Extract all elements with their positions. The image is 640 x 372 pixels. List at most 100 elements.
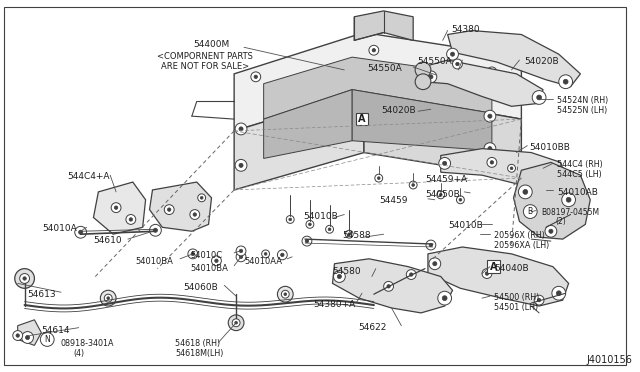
Circle shape	[439, 193, 442, 196]
Text: 54459: 54459	[380, 196, 408, 205]
Circle shape	[425, 71, 436, 83]
Circle shape	[559, 75, 573, 89]
Circle shape	[15, 269, 35, 288]
Text: 54020B: 54020B	[381, 106, 417, 115]
Polygon shape	[234, 92, 364, 190]
Circle shape	[236, 252, 246, 262]
Text: 54010AB: 54010AB	[557, 188, 598, 197]
Circle shape	[277, 250, 287, 260]
Circle shape	[537, 95, 541, 100]
Text: 54380: 54380	[452, 25, 480, 33]
Text: <COMPORNENT PARTS: <COMPORNENT PARTS	[157, 52, 253, 61]
Text: 54050B: 54050B	[425, 190, 460, 199]
Polygon shape	[423, 60, 543, 106]
Circle shape	[552, 166, 566, 180]
Circle shape	[534, 295, 544, 305]
Circle shape	[426, 240, 436, 250]
Circle shape	[328, 228, 331, 231]
Text: B08197-0455M: B08197-0455M	[541, 208, 599, 217]
Circle shape	[79, 230, 83, 234]
Circle shape	[13, 331, 22, 340]
Text: 54525N (LH): 54525N (LH)	[557, 106, 607, 115]
Circle shape	[211, 256, 221, 266]
Circle shape	[26, 336, 29, 340]
Text: 20596X (RH): 20596X (RH)	[494, 231, 545, 240]
Circle shape	[562, 193, 575, 207]
Polygon shape	[352, 90, 492, 151]
Text: 54618 (RH): 54618 (RH)	[175, 340, 220, 349]
FancyBboxPatch shape	[488, 260, 500, 273]
Circle shape	[154, 228, 157, 232]
Polygon shape	[18, 320, 42, 345]
Text: 544C4 (RH): 544C4 (RH)	[557, 160, 602, 169]
Circle shape	[456, 62, 459, 66]
Circle shape	[459, 198, 462, 201]
Circle shape	[198, 194, 205, 202]
Circle shape	[443, 161, 447, 166]
Circle shape	[164, 205, 174, 215]
Circle shape	[289, 218, 292, 221]
Text: (2): (2)	[556, 218, 566, 227]
Circle shape	[75, 226, 86, 238]
Polygon shape	[441, 149, 566, 188]
Circle shape	[235, 160, 247, 171]
Circle shape	[333, 270, 346, 282]
Text: 54010BA: 54010BA	[191, 264, 228, 273]
Circle shape	[436, 191, 445, 199]
Circle shape	[552, 286, 566, 300]
Circle shape	[262, 250, 269, 258]
FancyBboxPatch shape	[356, 113, 369, 125]
Circle shape	[16, 334, 19, 337]
Circle shape	[228, 315, 244, 331]
Circle shape	[107, 297, 109, 299]
Circle shape	[284, 293, 287, 296]
Circle shape	[412, 184, 415, 186]
Circle shape	[439, 157, 451, 169]
Circle shape	[264, 253, 267, 255]
Circle shape	[100, 290, 116, 306]
Circle shape	[451, 52, 454, 56]
Circle shape	[429, 75, 433, 79]
Circle shape	[523, 189, 528, 194]
Circle shape	[337, 275, 342, 279]
Circle shape	[286, 215, 294, 223]
Circle shape	[484, 110, 496, 122]
Polygon shape	[264, 57, 492, 119]
Text: (4): (4)	[74, 349, 85, 358]
Circle shape	[383, 282, 394, 291]
Circle shape	[348, 233, 351, 235]
Circle shape	[190, 209, 200, 219]
Circle shape	[415, 62, 431, 78]
Circle shape	[485, 272, 489, 275]
Circle shape	[346, 230, 353, 238]
Circle shape	[490, 161, 493, 164]
Circle shape	[129, 218, 132, 221]
Circle shape	[326, 225, 333, 233]
Text: N: N	[44, 335, 50, 344]
Circle shape	[168, 208, 171, 211]
Circle shape	[510, 167, 513, 170]
Text: 54622: 54622	[358, 323, 387, 332]
Text: 54010BA: 54010BA	[136, 257, 173, 266]
Circle shape	[239, 127, 243, 131]
Circle shape	[306, 221, 314, 228]
Circle shape	[251, 72, 260, 82]
Circle shape	[487, 67, 497, 77]
Text: 08918-3401A: 08918-3401A	[61, 340, 115, 349]
Text: 54380+A: 54380+A	[313, 300, 355, 309]
Text: 54500 (RH): 54500 (RH)	[494, 293, 539, 302]
Circle shape	[538, 298, 541, 302]
Circle shape	[518, 185, 532, 199]
Circle shape	[438, 291, 452, 305]
Circle shape	[482, 269, 492, 279]
Circle shape	[415, 74, 431, 90]
Text: 54524N (RH): 54524N (RH)	[557, 96, 608, 106]
Circle shape	[23, 277, 26, 280]
Polygon shape	[264, 90, 352, 158]
Circle shape	[254, 75, 257, 78]
Circle shape	[308, 223, 311, 226]
Circle shape	[447, 48, 458, 60]
Circle shape	[239, 163, 243, 167]
Text: 54010BB: 54010BB	[529, 143, 570, 152]
Text: 54459+A: 54459+A	[425, 175, 467, 184]
